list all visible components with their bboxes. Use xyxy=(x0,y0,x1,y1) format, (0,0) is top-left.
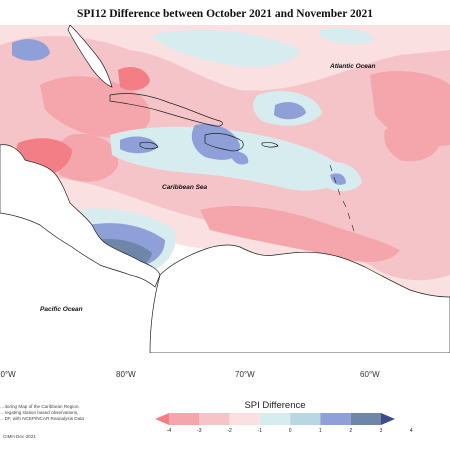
legend-tick-label: -4 xyxy=(166,428,172,434)
atlantic-ocean-label: Atlantic Ocean xyxy=(330,63,376,70)
lon-label-80w: 80°W xyxy=(116,370,136,379)
pacific-ocean-label: Pacific Ocean xyxy=(40,306,83,313)
dry-patch-southamerica xyxy=(200,205,400,262)
legend-swatch xyxy=(350,413,381,425)
map-canvas xyxy=(0,25,450,353)
dry-patch-gulf xyxy=(40,76,151,138)
dry-patch-central xyxy=(54,134,119,182)
notes-line-3: …DF, with NCEP/NCAR Reanalysis Data xyxy=(0,416,84,421)
cuba-land xyxy=(109,93,223,127)
wet-patch-north-light xyxy=(150,30,300,67)
legend-swatch xyxy=(155,413,169,425)
dry-patch-strong-cuba xyxy=(118,67,150,91)
lon-label-70w: 70°W xyxy=(235,370,255,379)
legend-svg xyxy=(155,413,395,425)
legend-swatch xyxy=(320,413,351,425)
puerto-rico-land xyxy=(261,142,279,148)
wet-patch-hispaniola-east xyxy=(230,151,249,165)
dry-patch-atlantic xyxy=(370,70,450,146)
notes-line-2: …regating station based observations, xyxy=(0,410,79,415)
lon-label-90w: 90°W xyxy=(0,370,16,379)
legend-tick-label: -1 xyxy=(257,428,263,434)
wet-patch-lesser-antilles xyxy=(330,173,346,185)
wet-patch-bahamas xyxy=(274,102,306,120)
legend-tick-label: 4 xyxy=(409,428,413,434)
florida-land xyxy=(67,25,113,88)
wet-patch-florida xyxy=(12,39,50,61)
credit-text: CIMH Dec-2021 xyxy=(3,434,36,439)
legend-swatch xyxy=(290,413,321,425)
map-notes: …itoring Map of the Caribbean Region. …r… xyxy=(0,404,118,422)
legend-tick-label: -2 xyxy=(227,428,232,434)
legend-tick-label: 1 xyxy=(319,428,322,434)
legend-swatch xyxy=(169,413,200,425)
caribbean-sea-label: Caribbean Sea xyxy=(162,184,208,191)
legend-tick-label: -3 xyxy=(197,428,202,434)
lesser-antilles-islands xyxy=(329,164,355,232)
map-title: SPI12 Difference between October 2021 an… xyxy=(76,8,374,20)
legend-tick-label: 2 xyxy=(349,428,353,434)
central-america-land xyxy=(0,144,161,288)
jamaica-land xyxy=(139,141,159,150)
notes-line-1: …itoring Map of the Caribbean Region. xyxy=(0,404,80,409)
legend-swatch xyxy=(381,413,395,425)
legend-tick-label: 0 xyxy=(288,428,292,434)
legend-swatch xyxy=(259,413,291,425)
spi-difference-map xyxy=(0,25,450,353)
hispaniola-land xyxy=(204,133,244,152)
legend-swatch xyxy=(229,413,260,425)
legend-colorbar xyxy=(155,413,395,425)
legend-tick-label: 3 xyxy=(379,428,383,434)
wet-patch-hispaniola xyxy=(191,123,240,160)
wet-patch-north-atl-light xyxy=(320,28,375,45)
legend-title: SPI Difference xyxy=(244,400,306,411)
dry-patch-east xyxy=(384,124,440,162)
legend-swatch xyxy=(199,413,230,425)
lon-label-60w: 60°W xyxy=(360,370,380,379)
